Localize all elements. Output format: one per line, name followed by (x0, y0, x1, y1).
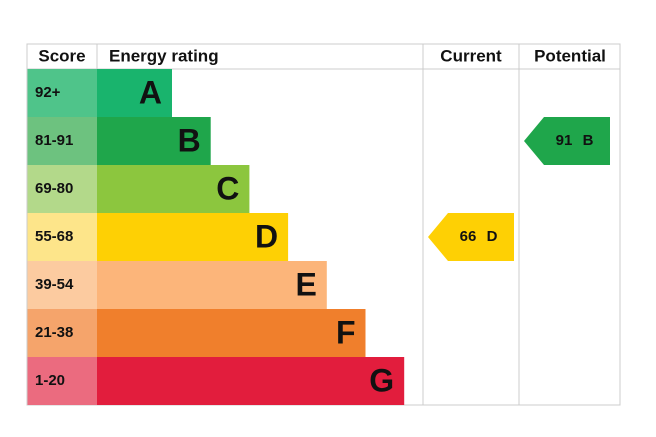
rating-letter: E (295, 266, 316, 302)
potential-arrow (524, 117, 610, 165)
score-cell (27, 261, 97, 309)
score-label: 69-80 (35, 180, 73, 197)
rating-letter: A (139, 74, 162, 110)
current-arrow (428, 213, 514, 261)
header-current: Current (440, 46, 502, 65)
score-label: 39-54 (35, 276, 74, 293)
current-rating: D (487, 228, 498, 245)
rating-bar (97, 69, 172, 117)
rating-bar (97, 213, 289, 261)
score-cell (27, 357, 97, 405)
rating-bar (97, 261, 327, 309)
score-label: 21-38 (35, 324, 73, 341)
score-label: 1-20 (35, 372, 65, 389)
rating-letter: B (178, 122, 201, 158)
rating-letter: C (216, 170, 239, 206)
rating-bar (97, 309, 366, 357)
score-cell (27, 117, 97, 165)
rating-bar (97, 357, 405, 405)
score-cell (27, 165, 97, 213)
header-rating: Energy rating (109, 46, 219, 65)
rating-bar (97, 117, 211, 165)
header-score: Score (38, 46, 85, 65)
score-cell (27, 309, 97, 357)
current-value: 66 (460, 228, 477, 245)
potential-value: 91 (556, 132, 573, 149)
score-cell (27, 213, 97, 261)
rating-bar (97, 165, 250, 213)
score-label: 92+ (35, 84, 61, 101)
score-label: 55-68 (35, 228, 73, 245)
header-potential: Potential (534, 46, 606, 65)
rating-letter: D (255, 218, 278, 254)
score-label: 81-91 (35, 132, 73, 149)
potential-rating: B (583, 132, 594, 149)
rating-letter: G (369, 362, 394, 398)
score-cell (27, 69, 97, 117)
rating-letter: F (336, 314, 356, 350)
